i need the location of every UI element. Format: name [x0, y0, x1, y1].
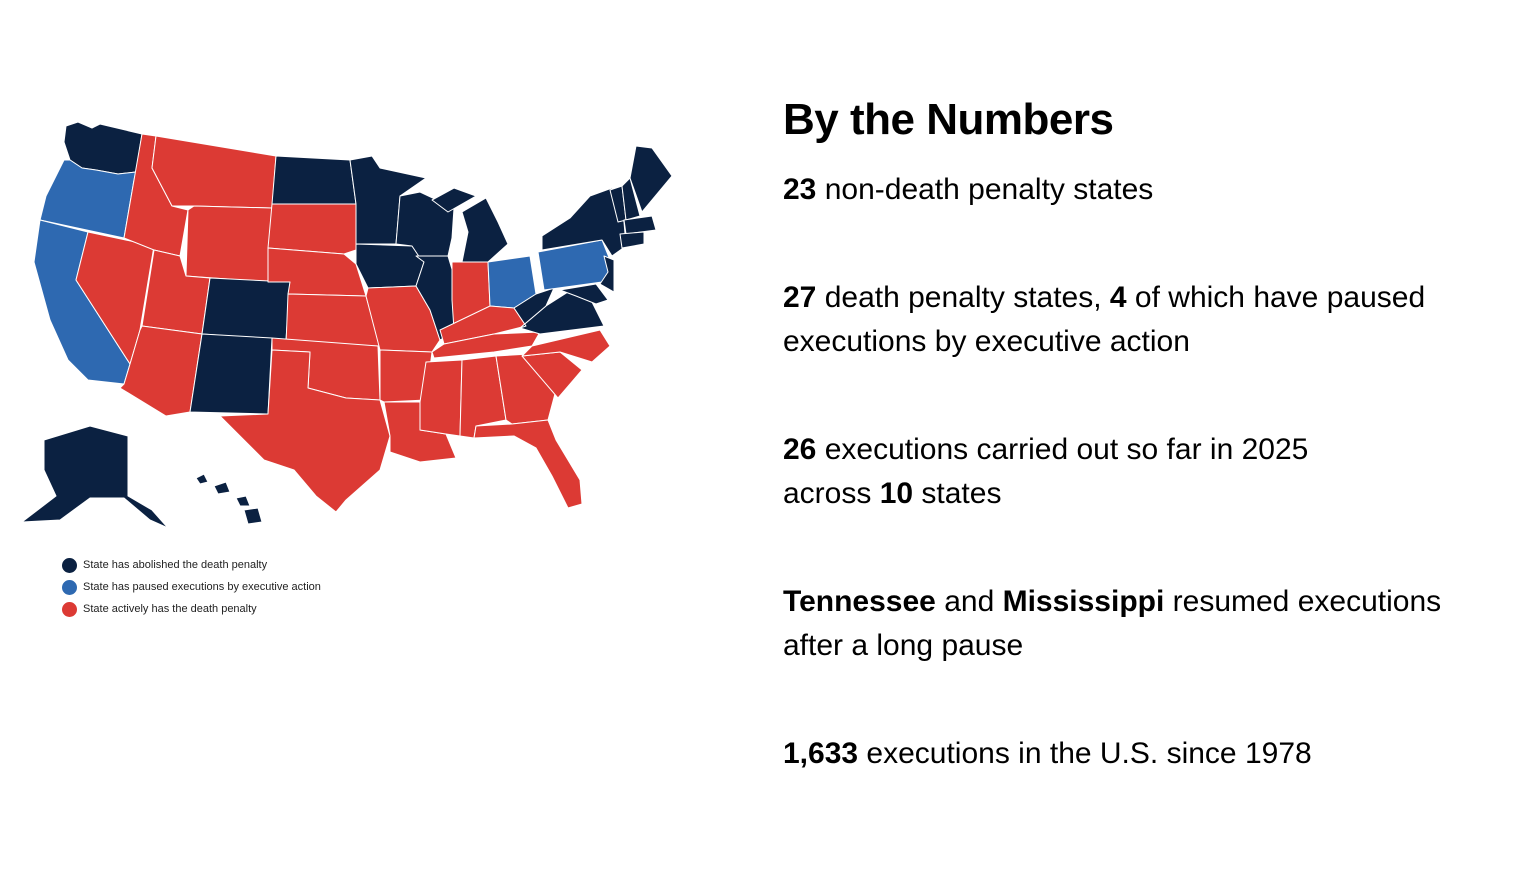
state-hawaii-3: [235, 495, 251, 507]
fact-text: states: [913, 477, 1002, 510]
fact-death-penalty-states: 27 death penalty states, 4 of which have…: [783, 276, 1503, 364]
state-michigan: [461, 197, 509, 263]
fact-text: executions in the U.S. since 1978: [858, 737, 1312, 770]
state-texas: [219, 349, 391, 513]
fact-number: 1,633: [783, 737, 859, 770]
state-alaska: [21, 425, 169, 529]
state-north-carolina: [521, 329, 611, 363]
fact-text: across: [783, 477, 880, 510]
us-death-penalty-map: State has abolished the death penalty St…: [0, 0, 720, 884]
fact-text: and: [935, 585, 1003, 618]
state-connecticut-ri: [619, 231, 645, 249]
state-hawaii-1: [195, 473, 209, 485]
fact-total-executions: 1,633 executions in the U.S. since 1978: [783, 732, 1503, 776]
fact-text: of which have paused: [1126, 281, 1426, 314]
fact-non-death-penalty-states: 23 non-death penalty states: [783, 168, 1503, 212]
state-north-dakota: [271, 155, 357, 205]
state-mississippi: [419, 359, 463, 437]
fact-text: resumed executions: [1164, 585, 1442, 618]
fact-resumed-executions: Tennessee and Mississippi resumed execut…: [783, 580, 1503, 668]
fact-text: executions carried out so far in 2025: [816, 433, 1309, 466]
legend-dot-paused: [62, 579, 77, 595]
state-new-jersey: [599, 255, 615, 293]
state-tennessee: [431, 331, 541, 359]
state-maryland-delaware: [559, 283, 609, 305]
state-massachusetts: [623, 215, 657, 235]
fact-text: after a long pause: [783, 629, 1024, 662]
fact-number: 10: [879, 477, 914, 510]
state-montana: [151, 135, 277, 209]
legend-item-paused: State has paused executions by executive…: [62, 576, 402, 598]
legend-dot-abolished: [62, 557, 77, 573]
state-west-virginia: [513, 287, 555, 329]
legend-item-active: State actively has the death penalty: [62, 598, 402, 620]
state-south-dakota: [267, 203, 357, 255]
map-legend: State has abolished the death penalty St…: [62, 554, 402, 620]
state-hawaii-2: [213, 481, 231, 495]
fact-text: death penalty states,: [816, 281, 1110, 314]
state-new-mexico: [189, 333, 273, 415]
by-the-numbers-panel: By the Numbers 23 non-death penalty stat…: [783, 90, 1503, 770]
state-colorado: [201, 277, 291, 341]
state-arkansas: [379, 349, 433, 403]
state-florida: [473, 419, 583, 509]
fact-text: executions by executive action: [783, 325, 1190, 358]
fact-state-tennessee: Tennessee: [783, 585, 936, 618]
fact-number: 4: [1109, 281, 1127, 314]
state-hawaii-4: [243, 507, 263, 525]
legend-label-active: State actively has the death penalty: [83, 603, 257, 615]
state-michigan-up: [431, 187, 477, 213]
legend-item-abolished: State has abolished the death penalty: [62, 554, 402, 576]
map-svg: [21, 121, 673, 529]
legend-label-paused: State has paused executions by executive…: [83, 581, 321, 593]
state-kansas: [285, 293, 381, 347]
legend-dot-active: [62, 601, 77, 617]
state-new-hampshire: [621, 177, 641, 221]
legend-label-abolished: State has abolished the death penalty: [83, 559, 268, 571]
facts-title: By the Numbers: [783, 95, 1114, 144]
fact-text: non-death penalty states: [816, 173, 1154, 206]
fact-state-mississippi: Mississippi: [1002, 585, 1165, 618]
state-maine: [629, 145, 673, 213]
fact-number: 27: [783, 281, 817, 314]
fact-executions-2025: 26 executions carried out so far in 2025…: [783, 428, 1503, 516]
state-wyoming: [185, 205, 273, 283]
fact-number: 23: [783, 173, 817, 206]
fact-number: 26: [783, 433, 817, 466]
state-iowa: [355, 243, 425, 289]
